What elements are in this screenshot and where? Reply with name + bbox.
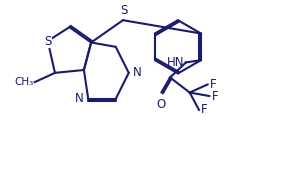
Text: F: F: [210, 78, 216, 91]
Text: F: F: [201, 103, 208, 116]
Text: F: F: [211, 89, 218, 103]
Text: S: S: [44, 35, 52, 48]
Text: HN: HN: [167, 56, 184, 69]
Text: N: N: [75, 92, 84, 105]
Text: N: N: [133, 66, 142, 79]
Text: S: S: [120, 4, 128, 17]
Text: CH₃: CH₃: [14, 77, 33, 87]
Text: O: O: [157, 98, 166, 111]
